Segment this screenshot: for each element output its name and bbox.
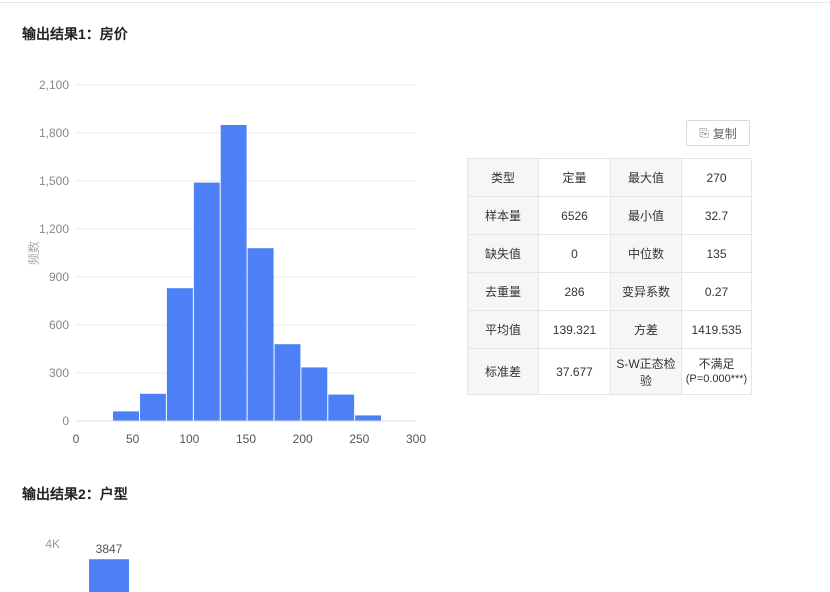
- x-tick-label: 250: [349, 432, 369, 446]
- stats-row: 类型 定量 最大值 270: [467, 158, 752, 197]
- section-title-price: 输出结果1：房价: [22, 26, 128, 42]
- x-tick-label: 300: [406, 432, 426, 446]
- stats-value: 286: [538, 272, 611, 311]
- stats-value: 139.321: [538, 310, 611, 349]
- y-tick-label: 1,500: [39, 174, 69, 188]
- stats-value: 135: [681, 234, 752, 273]
- histogram-chart: 0 300 600 900 1,200 1,500 1,800 2,100 0 50 100 150 2…: [26, 78, 426, 446]
- y-tick-label: 0: [62, 414, 69, 428]
- y-tick-label: 300: [49, 366, 69, 380]
- y-axis-label: 频数: [26, 241, 41, 265]
- stats-value: 定量: [538, 158, 611, 197]
- stats-label: 平均值: [467, 310, 539, 349]
- y-tick-label: 1,200: [39, 222, 69, 236]
- stats-label: 去重量: [467, 272, 539, 311]
- histogram-bar: [220, 125, 247, 421]
- stats-table: 类型 定量 最大值 270 样本量 6526 最小值 32.7 缺失值 0 中位数 135 去重量 286…: [467, 158, 752, 395]
- bar: [89, 559, 129, 592]
- stats-value-line2: (P=0.000***): [685, 372, 748, 385]
- stats-label: 样本量: [467, 196, 539, 235]
- histogram-bar: [140, 393, 166, 421]
- stats-value: 0.27: [681, 272, 752, 311]
- stats-label: 类型: [467, 158, 539, 197]
- stats-row: 缺失值 0 中位数 135: [467, 234, 752, 273]
- stats-row: 标准差 37.677 S-W正态检验 不满足 (P=0.000***): [467, 348, 752, 395]
- stats-value: 0: [538, 234, 611, 273]
- histogram-bar: [193, 182, 220, 421]
- y-tick-label: 900: [49, 270, 69, 284]
- stats-value: 6526: [538, 196, 611, 235]
- x-tick-label: 100: [179, 432, 199, 446]
- x-tick-label: 200: [293, 432, 313, 446]
- stats-label: 最小值: [610, 196, 682, 235]
- stats-row: 去重量 286 变异系数 0.27: [467, 272, 752, 311]
- x-tick-label: 150: [236, 432, 256, 446]
- layout-bar-chart: 4K 3847: [45, 537, 129, 592]
- stats-label: 缺失值: [467, 234, 539, 273]
- stats-label: 中位数: [610, 234, 682, 273]
- x-tick-label: 50: [126, 432, 140, 446]
- x-tick-label: 0: [73, 432, 80, 446]
- stats-value: 37.677: [538, 348, 611, 395]
- histogram-bar: [328, 394, 355, 421]
- stats-value: 1419.535: [681, 310, 752, 349]
- histogram-bar: [355, 415, 381, 421]
- stats-label: 方差: [610, 310, 682, 349]
- data-label: 3847: [96, 542, 123, 556]
- stats-value: 不满足 (P=0.000***): [681, 348, 752, 395]
- histogram-bar: [166, 288, 193, 421]
- y-tick-label: 600: [49, 318, 69, 332]
- copy-icon: ⎘: [699, 125, 709, 140]
- stats-label: 变异系数: [610, 272, 682, 311]
- y-tick-label: 4K: [45, 537, 60, 551]
- top-divider: [0, 2, 830, 3]
- stats-label: S-W正态检验: [610, 348, 682, 395]
- stats-value: 270: [681, 158, 752, 197]
- y-tick-label: 2,100: [39, 78, 69, 92]
- stats-value-line1: 不满足: [698, 356, 735, 371]
- copy-button-label: 复制: [712, 126, 737, 141]
- stats-value: 32.7: [681, 196, 752, 235]
- histogram-bar: [113, 411, 140, 421]
- stats-row: 平均值 139.321 方差 1419.535: [467, 310, 752, 349]
- histogram-bar: [274, 344, 301, 421]
- stats-label: 最大值: [610, 158, 682, 197]
- histogram-bar: [247, 248, 274, 421]
- histogram-bar: [301, 367, 328, 421]
- copy-button[interactable]: ⎘ 复制: [686, 120, 750, 146]
- stats-label: 标准差: [467, 348, 539, 395]
- y-tick-label: 1,800: [39, 126, 69, 140]
- stats-row: 样本量 6526 最小值 32.7: [467, 196, 752, 235]
- section-title-layout: 输出结果2：户型: [22, 486, 128, 502]
